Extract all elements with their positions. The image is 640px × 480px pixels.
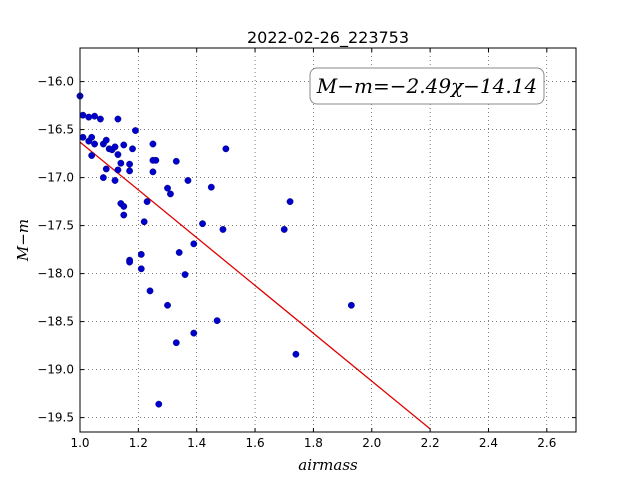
x-tick-label: 2.2	[421, 436, 440, 450]
data-points	[76, 92, 355, 408]
x-tick-label: 1.0	[70, 436, 89, 450]
axis-ticks: 1.0 1.2 1.4 1.6 1.8 2.0 2.2 2.4 2.6 −16.0 −16.5 −17…	[37, 48, 576, 450]
x-axis-label: airmass	[298, 456, 358, 474]
data-point	[88, 133, 96, 141]
y-tick-label: −19.5	[37, 411, 74, 425]
chart-title: 2022-02-26_223753	[247, 28, 409, 48]
data-point	[126, 167, 134, 175]
data-point	[149, 140, 157, 148]
data-point	[199, 220, 206, 228]
y-axis-label: M−m	[14, 219, 32, 262]
data-point	[102, 165, 110, 173]
data-point	[126, 160, 134, 168]
x-tick-label: 2.4	[479, 436, 498, 450]
data-point	[120, 211, 128, 219]
data-point	[126, 258, 134, 266]
x-tick-label: 1.4	[187, 436, 206, 450]
x-tick-label: 1.6	[246, 436, 265, 450]
fit-line-group	[79, 141, 431, 430]
data-point	[117, 159, 125, 167]
y-tick-label: −16.0	[37, 75, 74, 89]
data-point	[85, 113, 93, 121]
data-point	[167, 190, 174, 198]
annotation-box	[309, 67, 545, 105]
data-point	[207, 183, 215, 191]
fit-line	[79, 141, 431, 430]
data-point	[181, 271, 189, 278]
x-tick-label: 2.6	[537, 436, 556, 450]
data-point	[146, 287, 154, 295]
data-point	[114, 115, 122, 123]
data-point	[88, 152, 96, 159]
data-point	[137, 265, 145, 273]
data-point	[114, 151, 122, 158]
data-point	[184, 177, 192, 184]
data-point	[164, 301, 171, 309]
x-tick-label: 2.0	[362, 436, 381, 450]
data-point	[175, 249, 183, 256]
data-point	[99, 174, 107, 182]
data-point	[143, 198, 151, 206]
data-point	[222, 145, 230, 153]
x-tick-label: 1.8	[304, 436, 323, 450]
data-point	[172, 339, 180, 347]
data-point	[79, 111, 87, 119]
data-point	[292, 350, 300, 358]
data-point	[91, 140, 98, 148]
data-point	[114, 166, 122, 174]
y-tick-label: −18.5	[37, 315, 74, 329]
data-point	[286, 198, 294, 206]
data-point	[132, 127, 139, 134]
data-point	[280, 226, 288, 233]
data-point	[137, 250, 145, 258]
data-point	[190, 240, 198, 248]
data-point	[213, 317, 221, 325]
data-point	[347, 301, 355, 309]
annotation-text: M−m=−2.49χ−14.14	[316, 74, 537, 98]
data-point	[102, 136, 110, 144]
y-tick-label: −19.0	[37, 363, 74, 377]
data-point	[155, 400, 163, 408]
x-tick-label: 1.2	[129, 436, 148, 450]
data-point	[120, 202, 128, 210]
data-point	[91, 112, 98, 120]
y-tick-label: −17.0	[37, 171, 74, 185]
y-tick-label: −18.0	[37, 267, 74, 281]
data-point	[149, 156, 157, 164]
data-point	[140, 218, 148, 226]
data-point	[190, 329, 198, 337]
data-point	[172, 157, 180, 165]
data-point	[97, 115, 104, 123]
data-point	[111, 143, 119, 151]
fit-annotation: M−m=−2.49χ−14.14	[309, 67, 545, 105]
data-point	[219, 226, 227, 233]
data-point	[120, 141, 128, 149]
data-point	[111, 177, 119, 184]
data-point	[129, 145, 136, 153]
y-tick-label: −16.5	[37, 123, 74, 137]
data-point	[164, 184, 171, 192]
plot-frame	[79, 47, 577, 433]
data-point	[79, 133, 87, 141]
data-point	[149, 168, 157, 176]
y-tick-label: −17.5	[37, 219, 74, 233]
